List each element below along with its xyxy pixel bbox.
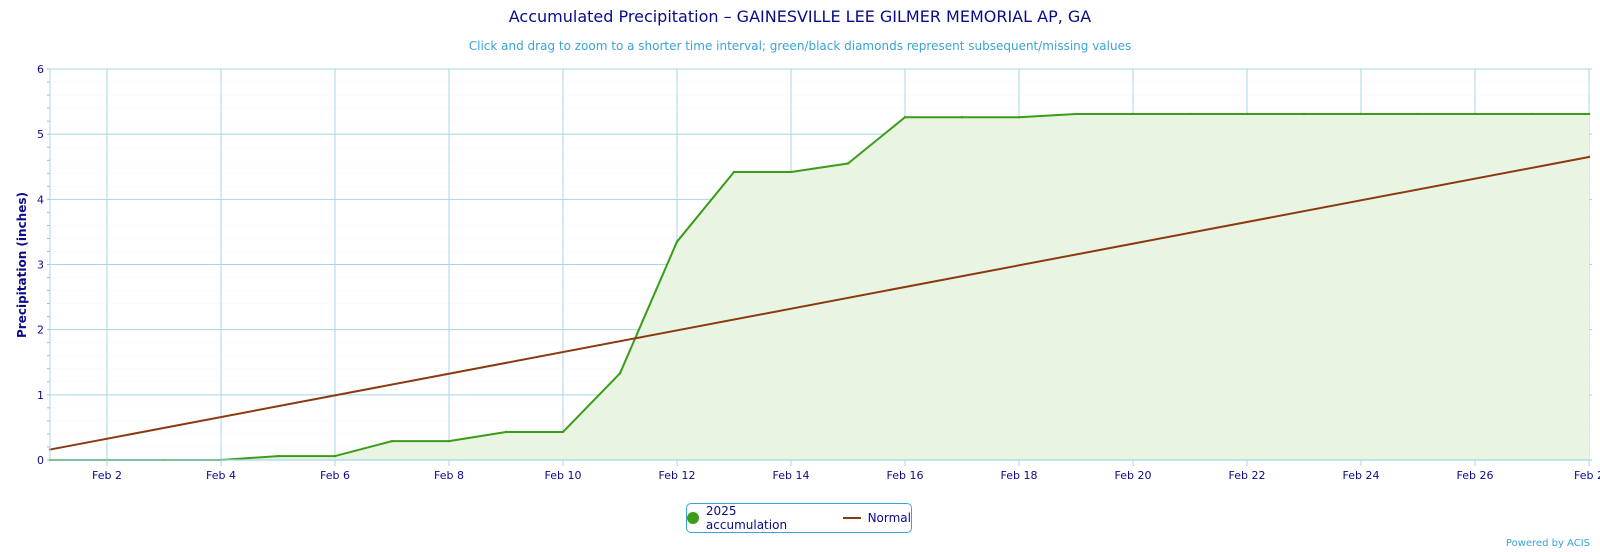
x-tick-label: Feb 2	[1574, 469, 1600, 482]
normal-point[interactable]	[1587, 155, 1591, 159]
credits-link[interactable]: Powered by ACIS	[1505, 538, 1590, 549]
x-tick-label: Feb 8	[434, 469, 464, 482]
x-tick-label: Feb 2	[92, 469, 122, 482]
accumulation-area	[50, 113, 1589, 460]
accumulation-point[interactable]	[1188, 112, 1192, 116]
chart-plot[interactable]: 0 1 2 3 4 5 6 Feb 2 Feb 4 Feb 6 Feb 8 Feb 10 Feb 12 F…	[0, 0, 1600, 500]
area-layer	[50, 113, 1589, 460]
accumulation-point[interactable]	[1416, 112, 1420, 116]
accumulation-point[interactable]	[390, 439, 394, 443]
accumulation-line[interactable]	[50, 112, 1589, 461]
accumulation-point[interactable]	[1587, 112, 1591, 116]
accumulation-point[interactable]	[1131, 112, 1135, 116]
x-tick-label: Feb 4	[206, 469, 236, 482]
x-tick-label: Feb 26	[1457, 469, 1494, 482]
x-tick-label: Feb 6	[320, 469, 350, 482]
y-tick-label: 2	[37, 324, 44, 337]
x-tick-label: Feb 14	[773, 469, 810, 482]
accumulation-point[interactable]	[504, 430, 508, 434]
series-layer	[48, 112, 1591, 462]
accumulation-point[interactable]	[675, 240, 679, 243]
accumulation-point[interactable]	[1245, 112, 1249, 116]
x-tick-label: Feb 18	[1001, 469, 1038, 482]
accumulation-point[interactable]	[1530, 112, 1534, 116]
y-tick-label: 0	[37, 454, 44, 467]
y-tick-label: 4	[37, 193, 44, 206]
accumulation-point[interactable]	[846, 162, 850, 165]
legend-item-accumulation[interactable]: 2025 accumulation	[687, 504, 821, 532]
x-tick-label: Feb 10	[545, 469, 582, 482]
axis-layer: 0 1 2 3 4 5 6 Feb 2 Feb 4 Feb 6 Feb 8 Feb 10 Feb 12 F…	[37, 63, 1600, 482]
accumulation-point[interactable]	[276, 454, 280, 458]
x-tick-label: Feb 12	[659, 469, 696, 482]
chart-subtitle: Click and drag to zoom to a shorter time…	[468, 39, 1132, 53]
normal-line[interactable]	[49, 155, 1590, 451]
x-tick-label: Feb 20	[1115, 469, 1152, 482]
accumulation-point[interactable]	[618, 372, 622, 375]
legend: 2025 accumulation Normal	[686, 503, 912, 533]
accumulation-point[interactable]	[561, 430, 565, 434]
accumulation-point[interactable]	[903, 116, 907, 119]
x-tick-label: Feb 16	[887, 469, 924, 482]
accumulation-point[interactable]	[1017, 116, 1021, 119]
accumulation-point[interactable]	[1074, 112, 1078, 116]
accumulation-point[interactable]	[333, 454, 337, 458]
accumulation-point[interactable]	[789, 170, 793, 174]
legend-line-icon	[842, 517, 861, 519]
y-tick-label: 1	[37, 389, 44, 402]
legend-item-normal[interactable]: Normal	[842, 511, 911, 525]
accumulation-point[interactable]	[732, 170, 736, 174]
legend-label-accumulation: 2025 accumulation	[705, 504, 788, 532]
y-tick-label: 3	[37, 259, 44, 272]
legend-dot-icon	[687, 512, 699, 524]
accumulation-point[interactable]	[447, 439, 451, 443]
chart-title: Accumulated Precipitation – GAINESVILLE …	[508, 7, 1092, 26]
accumulation-point[interactable]	[1473, 112, 1477, 116]
accumulation-point[interactable]	[960, 116, 964, 119]
legend-label-normal: Normal	[867, 511, 911, 525]
accumulation-point[interactable]	[1302, 112, 1306, 116]
y-tick-label: 5	[37, 128, 44, 141]
x-tick-label: Feb 24	[1343, 469, 1380, 482]
y-tick-label: 6	[37, 63, 44, 76]
x-tick-label: Feb 22	[1229, 469, 1266, 482]
accumulation-point[interactable]	[1359, 112, 1363, 116]
